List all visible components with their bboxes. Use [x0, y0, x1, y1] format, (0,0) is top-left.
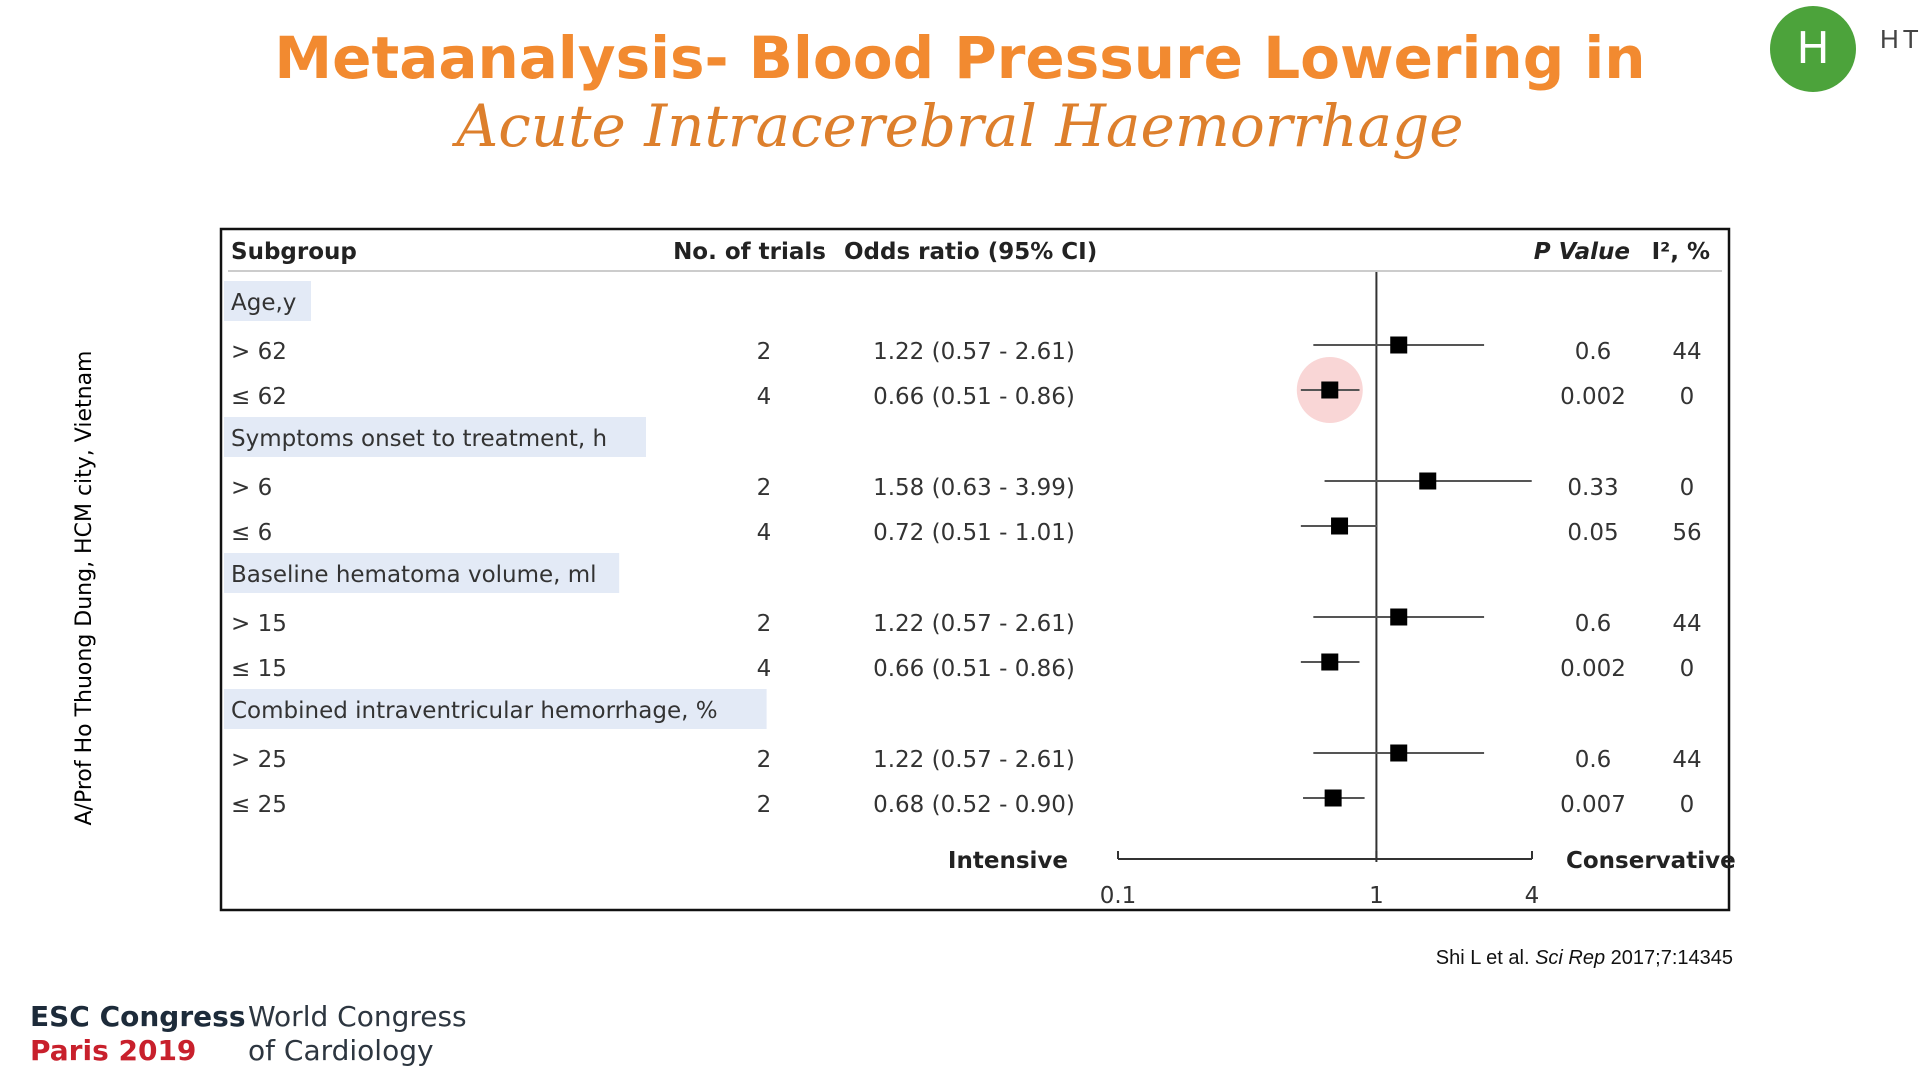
point-estimate [1390, 608, 1408, 626]
point-estimate [1321, 653, 1339, 671]
row-label: ≤ 62 [231, 384, 287, 410]
row-label: > 6 [231, 475, 272, 501]
footer-wc-line1: World Congress [248, 1000, 467, 1033]
row-p-value: 0.6 [1575, 611, 1612, 637]
row-odds-ratio-text: 1.22 (0.57 - 2.61) [873, 339, 1075, 365]
x-tick-label: 1 [1369, 883, 1384, 909]
slide-title-line1: Metaanalysis- Blood Pressure Lowering in [274, 24, 1646, 92]
group-label: Age,y [231, 290, 296, 316]
row-p-value: 0.33 [1567, 475, 1618, 501]
row-trials: 2 [757, 475, 772, 501]
row-trials: 4 [757, 384, 772, 410]
point-estimate [1390, 336, 1408, 354]
row-trials: 2 [757, 747, 772, 773]
row-odds-ratio-text: 1.22 (0.57 - 2.61) [873, 611, 1075, 637]
x-tick-label: 0.1 [1100, 883, 1137, 909]
row-i2: 0 [1680, 475, 1695, 501]
row-i2: 0 [1680, 384, 1695, 410]
row-trials: 2 [757, 339, 772, 365]
point-estimate [1321, 381, 1339, 399]
row-trials: 2 [757, 611, 772, 637]
citation: Shi L et al. Sci Rep 2017;7:14345 [1300, 947, 1733, 970]
row-i2: 56 [1672, 520, 1701, 546]
presenter-name: HT [1880, 24, 1920, 54]
citation-journal: Sci Rep [1535, 947, 1606, 969]
row-i2: 44 [1672, 747, 1701, 773]
point-estimate [1324, 789, 1342, 807]
header-i2: I², % [1652, 239, 1710, 265]
row-label: > 25 [231, 747, 287, 773]
row-trials: 4 [757, 656, 772, 682]
row-trials: 2 [757, 792, 772, 818]
footer-esc: ESC Congress [30, 1000, 246, 1033]
row-label: ≤ 25 [231, 792, 287, 818]
footer-wc-line2: of Cardiology [248, 1034, 434, 1067]
header-trials: No. of trials [673, 239, 826, 265]
row-label: ≤ 6 [231, 520, 272, 546]
slide-title-line2: Acute Intracerebral Haemorrhage [456, 92, 1464, 160]
row-odds-ratio-text: 0.72 (0.51 - 1.01) [873, 520, 1075, 546]
row-odds-ratio-text: 1.22 (0.57 - 2.61) [873, 747, 1075, 773]
group-highlight [224, 417, 646, 457]
group-label: Baseline hematoma volume, ml [231, 562, 597, 588]
x-tick-label: 4 [1525, 883, 1540, 909]
right-direction-label: Conservative [1566, 848, 1736, 874]
point-estimate [1390, 744, 1408, 762]
row-odds-ratio-text: 0.66 (0.51 - 0.86) [873, 384, 1075, 410]
row-i2: 0 [1680, 656, 1695, 682]
header-subgroup: Subgroup [231, 239, 357, 265]
row-i2: 44 [1672, 339, 1701, 365]
presenter-avatar[interactable]: H [1770, 6, 1856, 92]
group-highlight [224, 281, 311, 321]
row-p-value: 0.002 [1560, 384, 1626, 410]
header-odds-ratio: Odds ratio (95% CI) [844, 239, 1097, 265]
row-p-value: 0.002 [1560, 656, 1626, 682]
point-estimate [1331, 517, 1349, 535]
group-label: Symptoms onset to treatment, h [231, 426, 607, 452]
row-i2: 44 [1672, 611, 1701, 637]
row-p-value: 0.6 [1575, 339, 1612, 365]
row-odds-ratio-text: 1.58 (0.63 - 3.99) [873, 475, 1075, 501]
footer-paris: Paris 2019 [30, 1034, 197, 1067]
left-direction-label: Intensive [948, 848, 1068, 874]
row-odds-ratio-text: 0.66 (0.51 - 0.86) [873, 656, 1075, 682]
row-p-value: 0.6 [1575, 747, 1612, 773]
group-highlight [224, 689, 767, 729]
row-p-value: 0.007 [1560, 792, 1626, 818]
citation-ref: 2017;7:14345 [1610, 947, 1733, 969]
row-label: > 62 [231, 339, 287, 365]
row-i2: 0 [1680, 792, 1695, 818]
row-odds-ratio-text: 0.68 (0.52 - 0.90) [873, 792, 1075, 818]
row-label: ≤ 15 [231, 656, 287, 682]
group-label: Combined intraventricular hemorrhage, % [231, 698, 718, 724]
row-p-value: 0.05 [1567, 520, 1618, 546]
citation-authors: Shi L et al. [1435, 947, 1530, 969]
point-estimate [1419, 472, 1437, 490]
header-p-value: P Value [1534, 239, 1630, 265]
row-trials: 4 [757, 520, 772, 546]
row-label: > 15 [231, 611, 287, 637]
group-highlight [224, 553, 620, 593]
